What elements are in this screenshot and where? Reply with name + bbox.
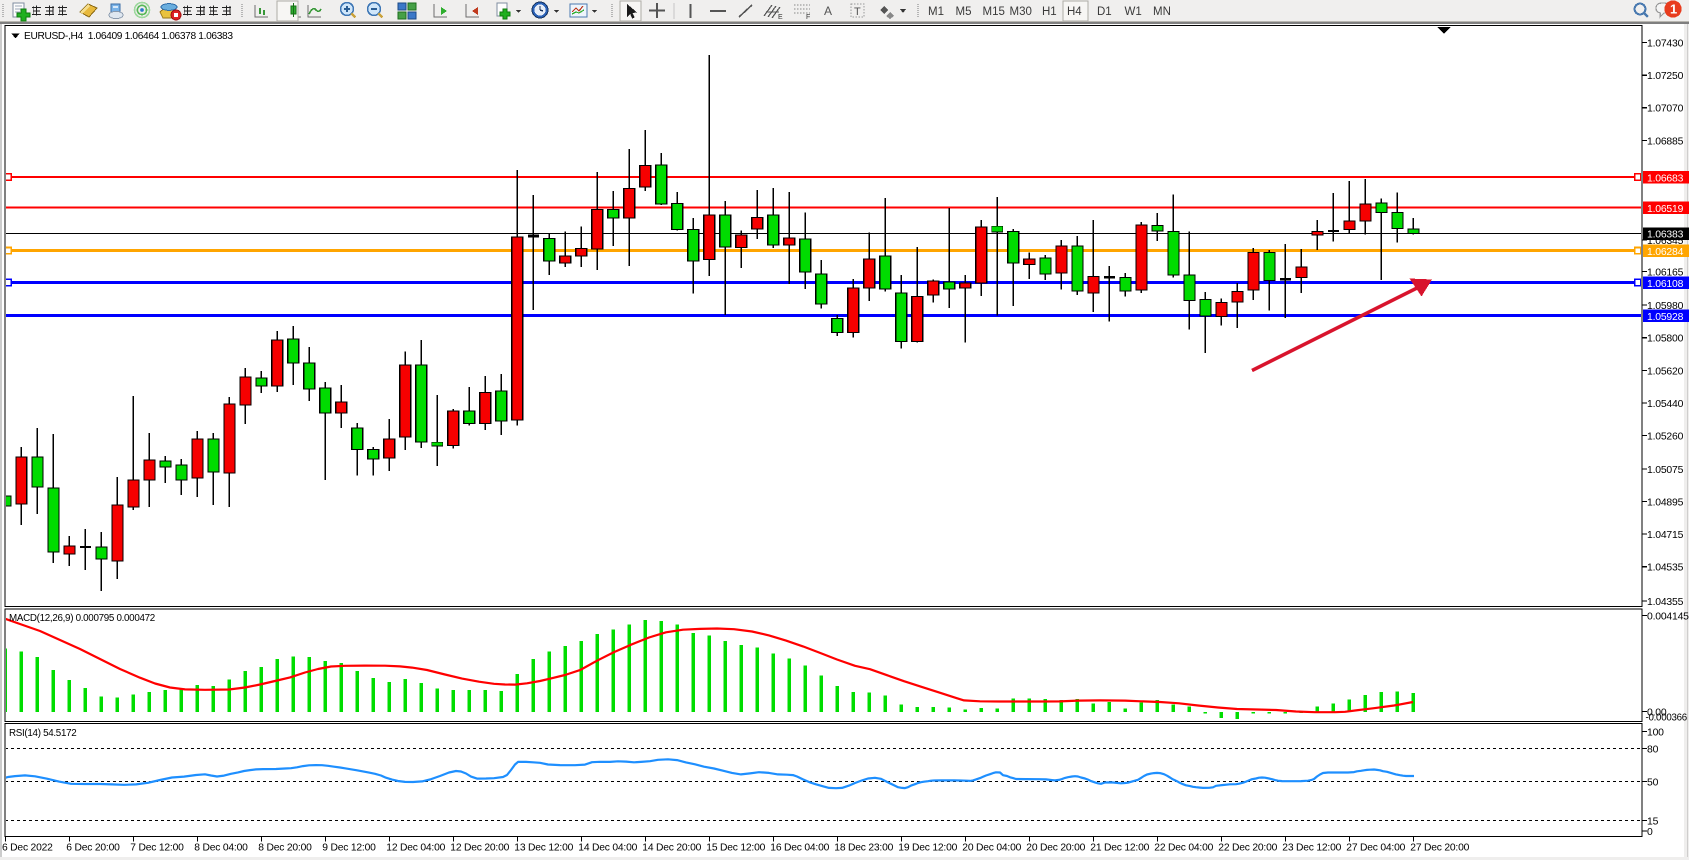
svg-text:18 Dec 23:00: 18 Dec 23:00 — [834, 843, 893, 854]
svg-text:1.05928: 1.05928 — [1647, 312, 1684, 323]
svg-text:13 Dec 12:00: 13 Dec 12:00 — [514, 843, 573, 854]
svg-text:0: 0 — [1647, 827, 1653, 838]
svg-text:12 Dec 04:00: 12 Dec 04:00 — [386, 843, 445, 854]
svg-text:15: 15 — [1647, 817, 1659, 828]
svg-text:1.06885: 1.06885 — [1647, 136, 1684, 147]
svg-text:1.07070: 1.07070 — [1647, 104, 1684, 115]
svg-text:22 Dec 20:00: 22 Dec 20:00 — [1218, 843, 1277, 854]
svg-text:19 Dec 12:00: 19 Dec 12:00 — [898, 843, 957, 854]
svg-text:MACD(12,26,9) 0.000795 0.00047: MACD(12,26,9) 0.000795 0.000472 — [9, 613, 155, 624]
svg-text:1.04895: 1.04895 — [1647, 498, 1684, 509]
svg-text:20 Dec 20:00: 20 Dec 20:00 — [1026, 843, 1085, 854]
svg-text:100: 100 — [1647, 728, 1664, 739]
svg-text:27 Dec 04:00: 27 Dec 04:00 — [1346, 843, 1405, 854]
svg-text:6 Dec 20:00: 6 Dec 20:00 — [66, 843, 120, 854]
svg-text:1.05620: 1.05620 — [1647, 366, 1684, 377]
svg-text:1.06165: 1.06165 — [1647, 268, 1684, 279]
svg-text:1.06108: 1.06108 — [1647, 279, 1684, 290]
svg-text:1.05260: 1.05260 — [1647, 431, 1684, 442]
svg-text:M5: M5 — [956, 6, 972, 18]
svg-text:80: 80 — [1647, 745, 1659, 756]
svg-text:H4: H4 — [1067, 6, 1082, 18]
svg-text:14 Dec 20:00: 14 Dec 20:00 — [642, 843, 701, 854]
svg-text:21 Dec 12:00: 21 Dec 12:00 — [1090, 843, 1149, 854]
svg-text:1.05800: 1.05800 — [1647, 334, 1684, 345]
svg-text:F: F — [806, 14, 810, 21]
svg-text:RSI(14) 54.5172: RSI(14) 54.5172 — [9, 728, 76, 739]
svg-text:1.06383: 1.06383 — [1647, 230, 1684, 241]
svg-text:16 Dec 04:00: 16 Dec 04:00 — [770, 843, 829, 854]
svg-text:MN: MN — [1153, 6, 1171, 18]
svg-text:20 Dec 04:00: 20 Dec 04:00 — [962, 843, 1021, 854]
svg-text:7 Dec 12:00: 7 Dec 12:00 — [130, 843, 184, 854]
svg-text:1.04355: 1.04355 — [1647, 597, 1684, 608]
svg-text:22 Dec 04:00: 22 Dec 04:00 — [1154, 843, 1213, 854]
svg-text:1: 1 — [1670, 2, 1677, 17]
svg-text:50: 50 — [1647, 778, 1659, 789]
svg-text:E: E — [778, 14, 783, 21]
svg-text:14 Dec 04:00: 14 Dec 04:00 — [578, 843, 637, 854]
svg-text:M1: M1 — [928, 6, 944, 18]
svg-text:12 Dec 20:00: 12 Dec 20:00 — [450, 843, 509, 854]
svg-text:1.07250: 1.07250 — [1647, 71, 1684, 82]
svg-text:27 Dec 20:00: 27 Dec 20:00 — [1410, 843, 1469, 854]
svg-text:0.00: 0.00 — [1647, 708, 1667, 719]
svg-text:M30: M30 — [1010, 6, 1032, 18]
svg-text:8 Dec 04:00: 8 Dec 04:00 — [194, 843, 248, 854]
svg-text:1.05075: 1.05075 — [1647, 465, 1684, 476]
svg-text:A: A — [824, 4, 832, 18]
svg-text:1.04535: 1.04535 — [1647, 563, 1684, 574]
svg-text:6 Dec 2022: 6 Dec 2022 — [2, 843, 53, 854]
svg-text:1.04715: 1.04715 — [1647, 530, 1684, 541]
svg-text:23 Dec 12:00: 23 Dec 12:00 — [1282, 843, 1341, 854]
svg-text:1.07430: 1.07430 — [1647, 39, 1684, 50]
svg-text:D1: D1 — [1097, 6, 1112, 18]
svg-text:1.06284: 1.06284 — [1647, 247, 1684, 258]
svg-text:-0.000366: -0.000366 — [1646, 713, 1687, 724]
svg-text:M15: M15 — [983, 6, 1005, 18]
svg-text:EURUSD-,H4 1.06409 1.06464 1.: EURUSD-,H4 1.06409 1.06464 1.06378 1.063… — [24, 31, 233, 42]
svg-text:15 Dec 12:00: 15 Dec 12:00 — [706, 843, 765, 854]
svg-text:1.06345: 1.06345 — [1647, 236, 1684, 247]
svg-text:1.06519: 1.06519 — [1647, 204, 1684, 215]
svg-text:T: T — [854, 6, 861, 18]
svg-text:1.06683: 1.06683 — [1647, 173, 1684, 184]
svg-text:9 Dec 12:00: 9 Dec 12:00 — [322, 843, 376, 854]
svg-text:8 Dec 20:00: 8 Dec 20:00 — [258, 843, 312, 854]
svg-text:1.05440: 1.05440 — [1647, 399, 1684, 410]
svg-text:1.05980: 1.05980 — [1647, 301, 1684, 312]
svg-text:W1: W1 — [1125, 6, 1142, 18]
svg-text:0.004145: 0.004145 — [1647, 611, 1689, 622]
svg-text:H1: H1 — [1042, 6, 1057, 18]
